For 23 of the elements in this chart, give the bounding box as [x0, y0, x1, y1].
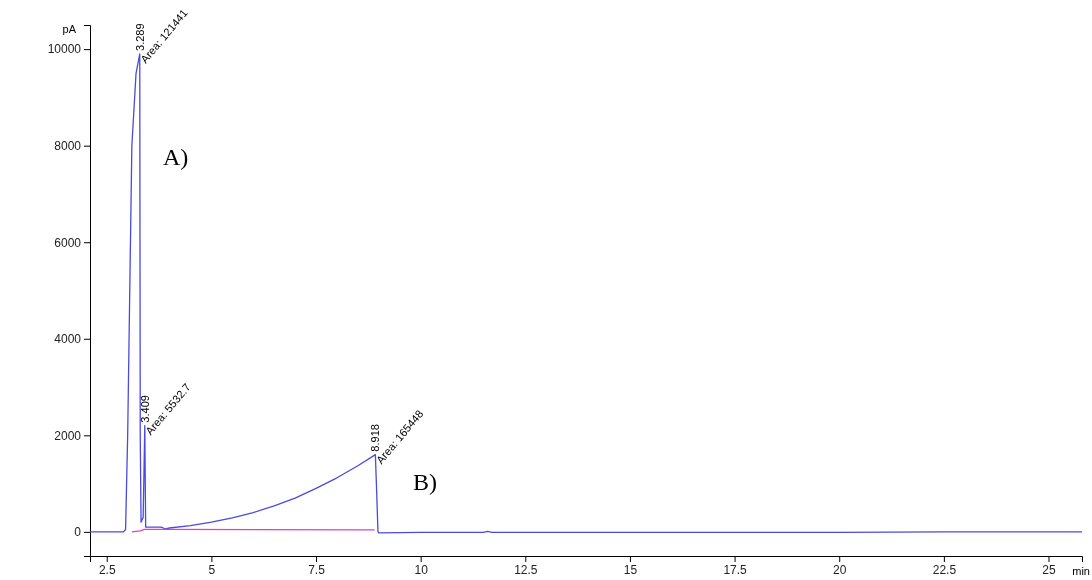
annotation: 8.918 — [369, 424, 382, 452]
x-tick-label: 17.5 — [723, 562, 748, 577]
x-tick-label: 7.5 — [308, 562, 326, 577]
annotation: A) — [163, 144, 189, 170]
y-tick-label: 4000 — [54, 332, 82, 347]
x-tick-label: 22.5 — [932, 562, 957, 577]
y-tick-label: 10000 — [47, 42, 82, 57]
x-tick-label: 5 — [208, 562, 216, 577]
y-tick-label: 8000 — [54, 139, 82, 154]
x-tick-label: 12.5 — [514, 562, 538, 577]
annotation: 3.409 — [138, 395, 151, 423]
y-tick-label: 2000 — [54, 428, 82, 443]
annotation: B) — [413, 469, 437, 495]
y-tick-label: 0 — [74, 525, 82, 540]
x-tick-label: 10 — [414, 562, 429, 577]
annotation: 3.289 — [133, 23, 146, 51]
y-tick-label: 6000 — [54, 235, 82, 250]
x-tick-label: 15 — [623, 562, 638, 577]
y-axis-title: pA — [62, 23, 77, 35]
x-axis-title: min — [1072, 565, 1090, 577]
x-tick-label: 20 — [833, 562, 847, 577]
x-tick-label: 2.5 — [98, 562, 116, 577]
x-tick-label: 25 — [1042, 562, 1057, 577]
